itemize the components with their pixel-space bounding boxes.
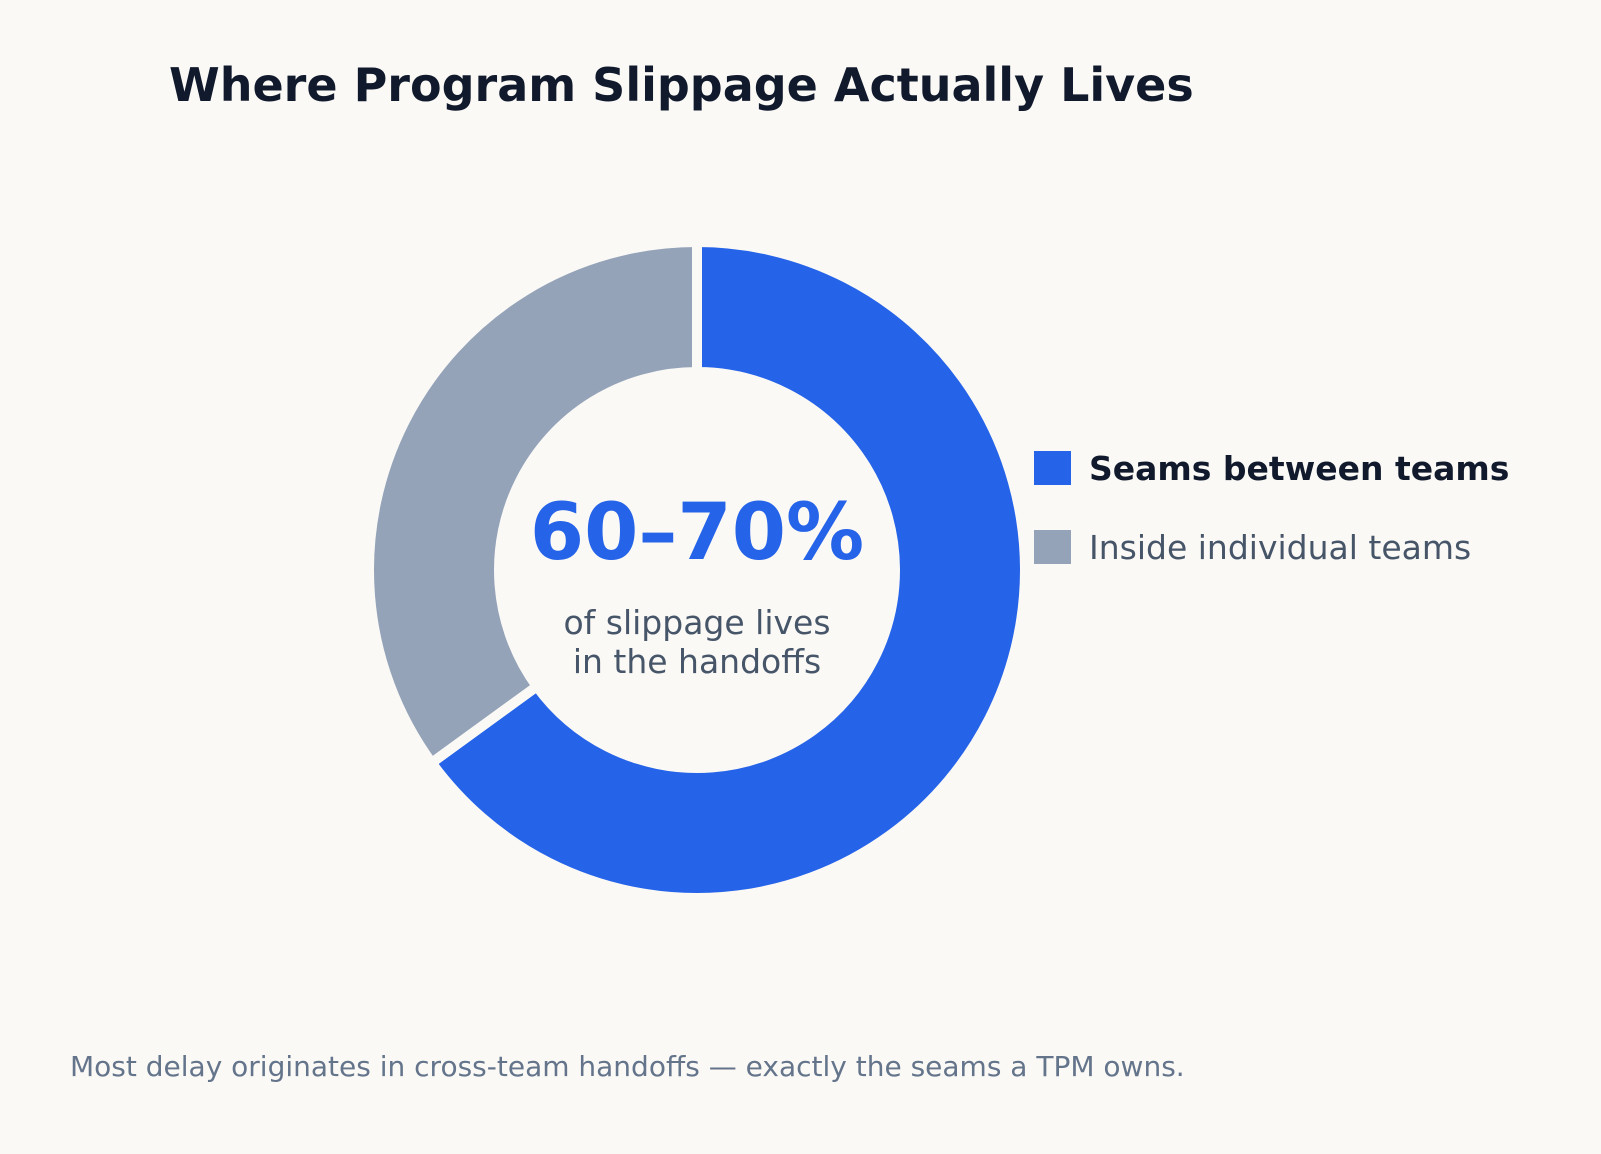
donut-slice-inside [364,236,702,770]
legend-swatch-seams [1034,451,1071,485]
legend-swatch-inside [1034,530,1071,564]
center-caption-line-1: of slippage lives [563,603,831,642]
legend-item-inside: Inside individual teams [1034,527,1509,567]
center-caption-line-2: in the handoffs [572,642,822,681]
center-value: 60–70% [529,488,865,578]
legend-item-seams: Seams between teams [1034,448,1509,488]
footnote: Most delay originates in cross-team hand… [70,1050,1185,1083]
legend-label-inside: Inside individual teams [1089,527,1472,567]
donut-slice-seams [424,236,1030,903]
legend: Seams between teams Inside individual te… [1034,448,1509,606]
legend-label-seams: Seams between teams [1089,448,1510,488]
chart-title: Where Program Slippage Actually Lives [169,58,1194,112]
